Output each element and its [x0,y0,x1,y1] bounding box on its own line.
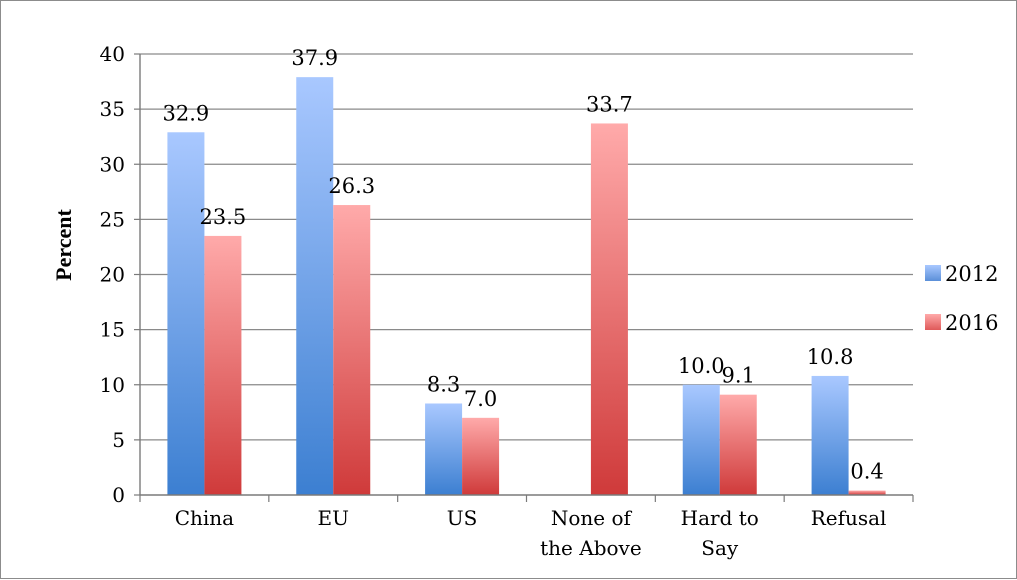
bar-2016 [590,123,628,496]
y-tick-label: 0 [112,483,125,507]
x-tick-label: EU [318,506,349,530]
bar-2016 [719,394,757,495]
data-labels: 32.9 23.5 37.9 26.3 8.37.0 33.7 10.09.1 10.8 0.4 [163,46,884,483]
x-tick-label: None of [551,506,633,530]
data-label: 26.3 [328,174,375,198]
data-label: 10.8 [807,345,854,369]
data-label: 0.4 [850,460,883,484]
y-tick-label: 30 [100,152,125,176]
data-label: 37.9 [291,46,338,70]
x-tick-label: Hard to [681,506,759,530]
y-tick-label: 40 [100,42,125,66]
legend-label: 2012 [945,262,998,286]
bar-2012 [296,77,334,495]
x-tick-labels: China EU US None of the Above Hard to Say Refus… [175,506,887,560]
bar-2012 [425,403,463,495]
x-tick-label: the Above [540,536,642,560]
data-label: 32.9 [163,101,210,125]
y-tick-labels: 0 5 10 15 20 25 30 35 40 [100,42,125,507]
x-tick-label: China [175,506,234,530]
bar-2016 [204,235,242,495]
gridlines [140,53,913,441]
y-tick-label: 15 [100,318,125,342]
x-tick-label: Refusal [811,506,887,530]
y-tick-label: 5 [112,428,125,452]
bar-2012 [167,132,205,495]
y-tick-label: 20 [100,263,125,287]
data-label: 7.0 [464,387,497,411]
bar-2016 [848,490,886,495]
data-label: 10.0 [678,354,725,378]
bar-2016 [462,417,500,495]
legend: 2012 2016 [925,262,998,335]
bar-2012 [682,384,720,495]
legend-swatch-2012 [925,265,941,281]
y-tick-label: 35 [100,97,125,121]
data-label: 8.3 [427,372,460,396]
data-label: 23.5 [200,205,247,229]
axes [134,53,914,502]
y-axis-title: Percent [51,209,76,281]
y-tick-label: 25 [100,207,125,231]
x-tick-label: US [447,506,478,530]
bar-2016 [333,205,371,496]
data-label: 9.1 [722,364,755,388]
x-tick-label: Say [701,536,739,560]
bar-2012 [811,375,849,495]
y-tick-label: 10 [100,373,125,397]
data-label: 33.7 [586,92,633,116]
legend-swatch-2016 [925,314,941,330]
legend-label: 2016 [945,311,998,335]
bars [167,77,886,496]
